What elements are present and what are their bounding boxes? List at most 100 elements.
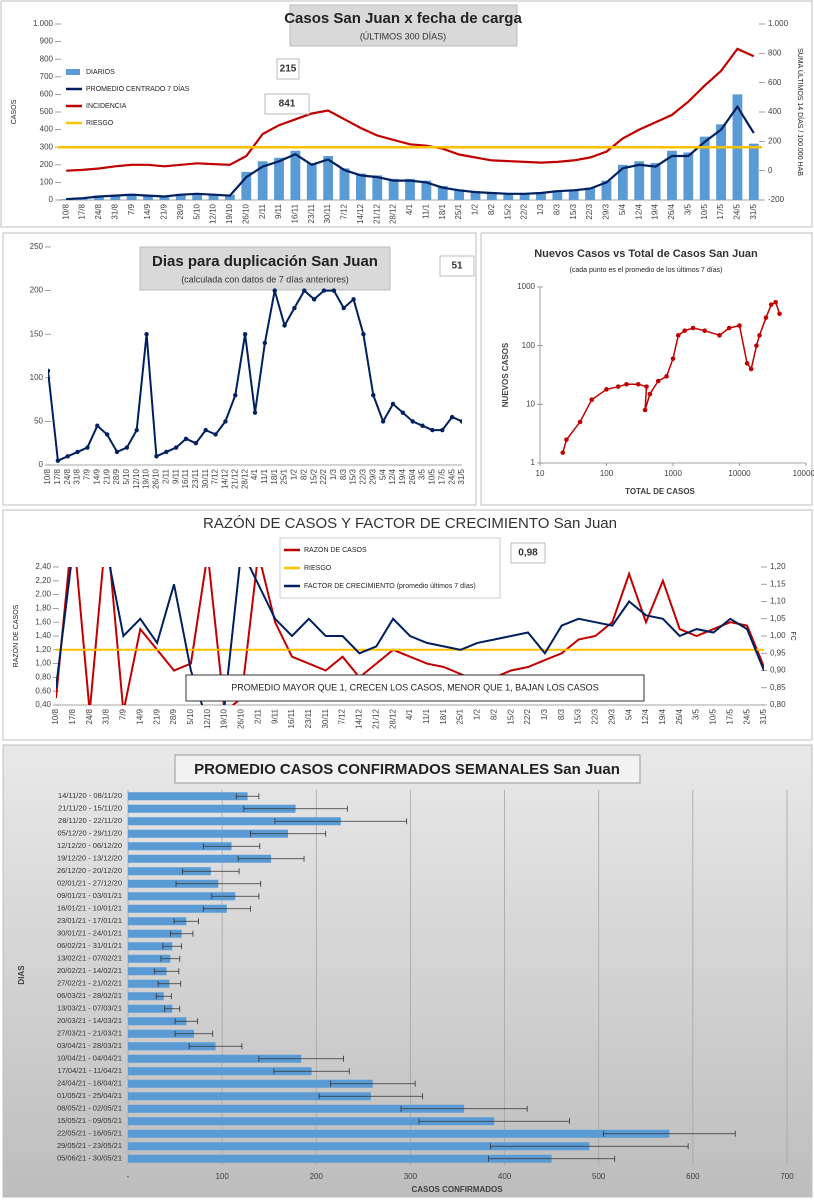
legend-label: RIESGO: [304, 565, 332, 572]
point: [48, 368, 51, 374]
x-tick-label: 10/5: [428, 468, 437, 484]
x-tick-label: 26/10: [152, 468, 161, 489]
y-tick-label: 700: [40, 72, 54, 81]
point: [459, 419, 462, 424]
point: [430, 427, 435, 433]
bar: [224, 194, 235, 200]
x-tick-label: 14/9: [92, 468, 101, 484]
x-tick-label: 3/5: [692, 708, 701, 720]
x-tick-label: 5/4: [378, 468, 387, 480]
error-bar: [202, 905, 251, 912]
note-box: [185, 674, 645, 702]
x-tick-label: 2/11: [161, 468, 170, 484]
bar: [128, 979, 170, 988]
title-box: [289, 4, 518, 47]
x-tick-label: 21/9: [160, 203, 169, 219]
y-tick-label: 09/01/21 - 03/01/21: [57, 891, 122, 900]
y-tick-label: 0,40: [35, 700, 51, 709]
point: [744, 361, 750, 366]
legend-label: RAZÓN DE CASOS: [304, 545, 367, 554]
legend-box: [62, 62, 236, 130]
point: [768, 302, 774, 307]
bar: [94, 195, 104, 200]
y-tick-label: 0,80: [35, 673, 51, 682]
x-tick-label: 24/8: [94, 203, 103, 219]
bar: [143, 195, 153, 200]
x-tick-label: 200: [310, 1172, 324, 1181]
y-tick-label: 100: [40, 178, 54, 187]
x-tick-label: 28/12: [388, 708, 397, 729]
y-tick-label: 600: [40, 90, 54, 99]
x-tick-label: 19/4: [651, 203, 660, 219]
y-tick-label: 13/02/21 - 07/02/21: [57, 954, 122, 963]
point: [717, 333, 722, 338]
error-bar: [211, 893, 260, 900]
error-bar: [400, 1105, 528, 1112]
y2-tick-label: 400: [768, 107, 782, 116]
bar: [421, 180, 432, 200]
x-tick-label: 8/2: [489, 708, 498, 720]
y-tick-label: 24/04/21 - 18/04/21: [57, 1079, 122, 1088]
x-tick-label: 1/2: [471, 203, 480, 215]
x-tick-label: 10/8: [43, 468, 52, 484]
x-tick-label: 31/5: [749, 203, 758, 219]
point: [400, 410, 406, 415]
x-tick-label: 600: [686, 1172, 700, 1181]
point: [311, 297, 317, 302]
y-tick-label: 1.000: [33, 19, 54, 28]
y-tick-label: 500: [40, 107, 54, 116]
point: [763, 315, 769, 320]
point: [664, 374, 669, 379]
error-bar: [188, 1043, 243, 1050]
point: [589, 397, 595, 402]
error-bar: [153, 968, 180, 975]
x-tick-label: 1/3: [536, 203, 545, 215]
bar: [128, 792, 248, 801]
legend-label: INCIDENCIA: [86, 103, 127, 110]
bar: [128, 1129, 670, 1138]
bar: [667, 150, 677, 200]
bar: [128, 1017, 187, 1026]
x-tick-label: 22/3: [591, 708, 600, 724]
x-tick-label: 22/3: [359, 468, 368, 484]
bar: [388, 178, 399, 200]
error-bar: [273, 1068, 350, 1075]
bar: [405, 178, 415, 200]
error-bar: [174, 1030, 214, 1037]
y2-tick-label: 0: [768, 166, 773, 175]
error-bar: [173, 918, 200, 925]
point: [371, 393, 376, 398]
y-tick-label: 26/12/20 - 20/12/20: [57, 866, 122, 875]
y-tick-label: 14/11/20 - 08/11/20: [58, 791, 122, 800]
x-tick-label: 21/9: [152, 708, 161, 724]
y-axis-label: RAZÓN DE CASOS: [11, 604, 20, 667]
y-tick-label: 17/04/21 - 11/04/21: [58, 1066, 123, 1075]
y-tick-label: 29/05/21 - 23/05/21: [57, 1141, 122, 1150]
y-tick-label: 200: [40, 160, 54, 169]
bar: [519, 192, 530, 200]
x-axis-label: TOTAL DE CASOS: [625, 487, 695, 496]
point: [410, 419, 415, 424]
x-tick-label: 4/1: [250, 468, 259, 480]
bar: [128, 854, 272, 863]
error-bar: [243, 805, 348, 812]
x-tick-label: 9/11: [270, 708, 279, 724]
x-tick-label: 17/5: [437, 468, 446, 484]
x-tick-label: 12/4: [641, 708, 650, 724]
x-tick-label: 500: [592, 1172, 606, 1181]
bar: [617, 164, 628, 200]
bar: [128, 1079, 373, 1088]
x-tick-label: 14/12: [356, 203, 365, 224]
point: [262, 340, 268, 346]
point: [670, 356, 676, 361]
point: [55, 458, 61, 463]
x-tick-label: 25/1: [280, 468, 289, 484]
y2-tick-label: 800: [768, 48, 782, 57]
x-tick-label: 11/1: [421, 203, 430, 219]
y2-tick-label: 0,80: [770, 700, 786, 709]
x-tick-label: 4/1: [405, 708, 414, 720]
point: [85, 445, 90, 450]
bar: [306, 163, 317, 200]
annotation-box: [276, 58, 300, 80]
